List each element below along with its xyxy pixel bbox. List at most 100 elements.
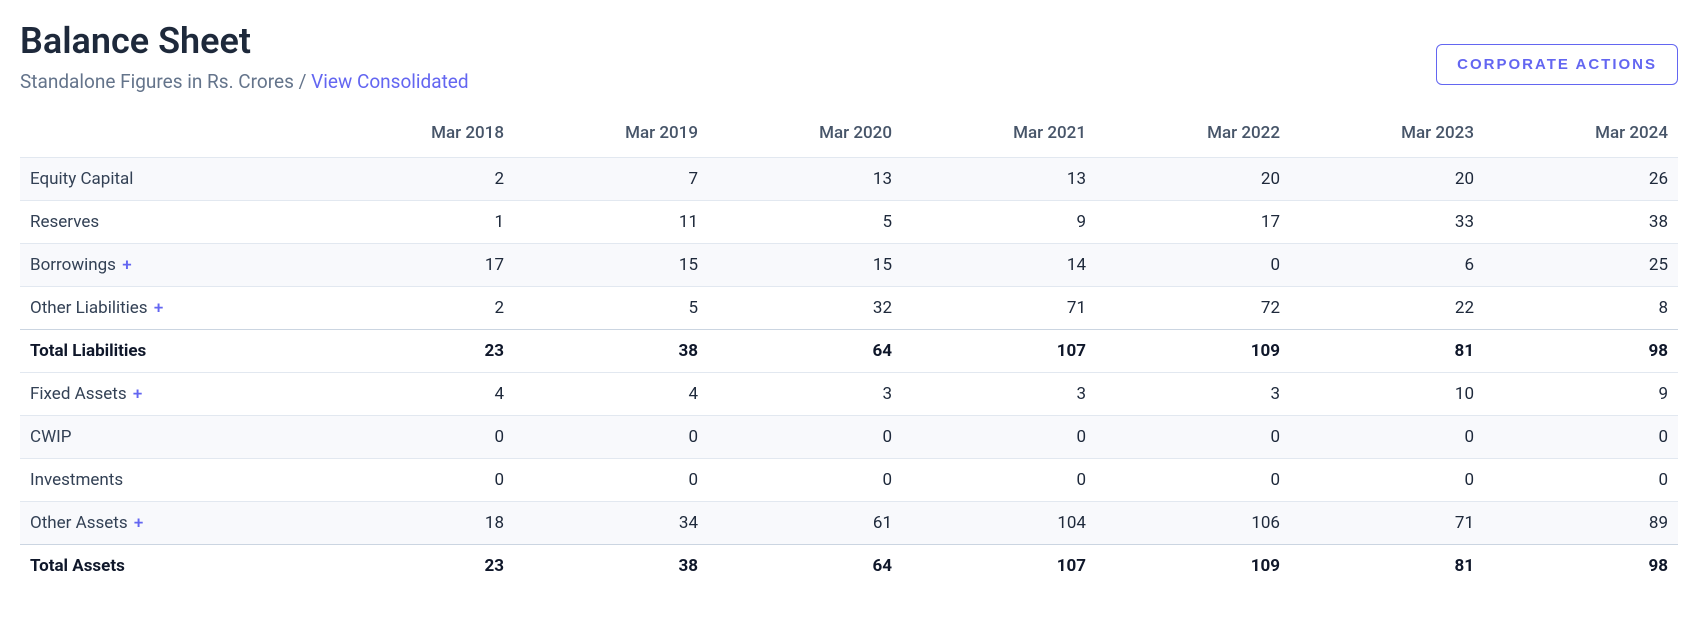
row-label: Reserves: [30, 212, 99, 232]
table-row: Other Assets +1834611041067189: [20, 502, 1678, 545]
page-title: Balance Sheet: [20, 20, 469, 62]
row-label: Fixed Assets: [30, 384, 127, 404]
balance-sheet-table: Mar 2018Mar 2019Mar 2020Mar 2021Mar 2022…: [20, 111, 1678, 587]
table-row: Fixed Assets +44333109: [20, 373, 1678, 416]
row-label-cell: Borrowings +: [20, 244, 320, 287]
data-cell: 26: [1484, 158, 1678, 201]
row-label: Total Assets: [30, 556, 125, 576]
data-cell: 38: [514, 545, 708, 588]
data-cell: 14: [902, 244, 1096, 287]
data-cell: 61: [708, 502, 902, 545]
table-body: Equity Capital271313202026Reserves111591…: [20, 158, 1678, 588]
col-header: Mar 2019: [514, 111, 708, 158]
data-cell: 64: [708, 545, 902, 588]
table-row: Total Assets2338641071098198: [20, 545, 1678, 588]
header-left: Balance Sheet Standalone Figures in Rs. …: [20, 20, 469, 93]
row-label-cell: CWIP: [20, 416, 320, 459]
data-cell: 106: [1096, 502, 1290, 545]
data-cell: 0: [320, 459, 514, 502]
table-row: CWIP0000000: [20, 416, 1678, 459]
expand-icon[interactable]: +: [134, 513, 143, 533]
expand-icon[interactable]: +: [154, 298, 163, 318]
data-cell: 107: [902, 545, 1096, 588]
data-cell: 25: [1484, 244, 1678, 287]
row-label: Total Liabilities: [30, 341, 146, 361]
expand-icon[interactable]: +: [122, 255, 131, 275]
data-cell: 0: [320, 416, 514, 459]
data-cell: 0: [514, 459, 708, 502]
table-row: Equity Capital271313202026: [20, 158, 1678, 201]
data-cell: 15: [514, 244, 708, 287]
data-cell: 9: [1484, 373, 1678, 416]
data-cell: 11: [514, 201, 708, 244]
col-header: Mar 2022: [1096, 111, 1290, 158]
data-cell: 64: [708, 330, 902, 373]
view-consolidated-link[interactable]: View Consolidated: [311, 70, 468, 93]
row-label: Investments: [30, 470, 123, 490]
data-cell: 8: [1484, 287, 1678, 330]
data-cell: 4: [320, 373, 514, 416]
data-cell: 107: [902, 330, 1096, 373]
row-label-cell: Total Liabilities: [20, 330, 320, 373]
row-label: CWIP: [30, 427, 72, 447]
data-cell: 71: [902, 287, 1096, 330]
data-cell: 0: [1096, 416, 1290, 459]
data-cell: 0: [1290, 416, 1484, 459]
data-cell: 9: [902, 201, 1096, 244]
data-cell: 1: [320, 201, 514, 244]
data-cell: 34: [514, 502, 708, 545]
data-cell: 7: [514, 158, 708, 201]
data-cell: 0: [1484, 416, 1678, 459]
corporate-actions-button[interactable]: CORPORATE ACTIONS: [1436, 44, 1678, 85]
data-cell: 23: [320, 330, 514, 373]
row-label-cell: Equity Capital: [20, 158, 320, 201]
data-cell: 3: [708, 373, 902, 416]
row-label-cell: Reserves: [20, 201, 320, 244]
data-cell: 81: [1290, 330, 1484, 373]
data-cell: 81: [1290, 545, 1484, 588]
data-cell: 18: [320, 502, 514, 545]
data-cell: 17: [320, 244, 514, 287]
data-cell: 5: [708, 201, 902, 244]
data-cell: 38: [1484, 201, 1678, 244]
data-cell: 10: [1290, 373, 1484, 416]
data-cell: 17: [1096, 201, 1290, 244]
subtitle-prefix: Standalone Figures in Rs. Crores /: [20, 70, 311, 93]
col-header: Mar 2024: [1484, 111, 1678, 158]
table-row: Total Liabilities2338641071098198: [20, 330, 1678, 373]
data-cell: 0: [1096, 244, 1290, 287]
data-cell: 0: [902, 416, 1096, 459]
row-label: Borrowings: [30, 255, 116, 275]
row-label-cell: Other Liabilities +: [20, 287, 320, 330]
col-header: Mar 2018: [320, 111, 514, 158]
row-label-cell: Fixed Assets +: [20, 373, 320, 416]
data-cell: 109: [1096, 545, 1290, 588]
data-cell: 13: [902, 158, 1096, 201]
data-cell: 23: [320, 545, 514, 588]
data-cell: 6: [1290, 244, 1484, 287]
data-cell: 0: [1290, 459, 1484, 502]
data-cell: 20: [1290, 158, 1484, 201]
table-row: Reserves11159173338: [20, 201, 1678, 244]
data-cell: 0: [902, 459, 1096, 502]
data-cell: 15: [708, 244, 902, 287]
table-head: Mar 2018Mar 2019Mar 2020Mar 2021Mar 2022…: [20, 111, 1678, 158]
data-cell: 72: [1096, 287, 1290, 330]
data-cell: 71: [1290, 502, 1484, 545]
data-cell: 3: [1096, 373, 1290, 416]
subtitle: Standalone Figures in Rs. Crores / View …: [20, 70, 469, 93]
data-cell: 5: [514, 287, 708, 330]
table-head-row: Mar 2018Mar 2019Mar 2020Mar 2021Mar 2022…: [20, 111, 1678, 158]
data-cell: 2: [320, 287, 514, 330]
col-header: Mar 2021: [902, 111, 1096, 158]
col-header: Mar 2020: [708, 111, 902, 158]
data-cell: 20: [1096, 158, 1290, 201]
data-cell: 0: [514, 416, 708, 459]
data-cell: 38: [514, 330, 708, 373]
data-cell: 0: [1096, 459, 1290, 502]
data-cell: 32: [708, 287, 902, 330]
data-cell: 0: [708, 459, 902, 502]
expand-icon[interactable]: +: [133, 384, 142, 404]
data-cell: 3: [902, 373, 1096, 416]
data-cell: 2: [320, 158, 514, 201]
